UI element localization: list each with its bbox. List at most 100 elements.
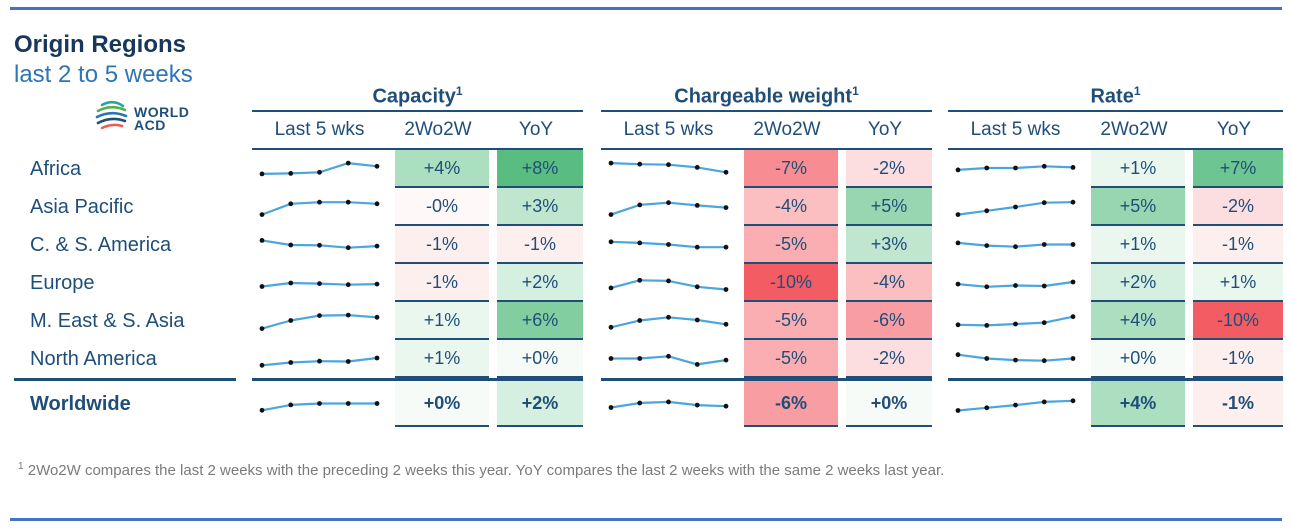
sparkline-rate xyxy=(948,340,1083,378)
value-cell-capacity-yoy: +8% xyxy=(497,150,583,188)
value-cell-rate-yoy: -1% xyxy=(1193,226,1283,264)
value-cell-chargeable-yoy: -4% xyxy=(846,264,932,302)
table-group-title-row: Capacity1 Chargeable weight1 Rate1 xyxy=(14,84,1283,112)
region-label: Asia Pacific xyxy=(30,195,134,218)
separator-segment xyxy=(601,378,932,381)
value-cell-capacity-2wo2w: +0% xyxy=(395,381,489,427)
subheader-col-2wo2w: 2Wo2W xyxy=(753,119,821,140)
sparkline-chargeable xyxy=(601,302,736,340)
worldacd-globe-icon xyxy=(92,98,130,139)
value-cell-chargeable-yoy: -6% xyxy=(846,302,932,340)
sparkline-chargeable xyxy=(601,264,736,302)
table-row-europe: Europe -1% +2% -10% -4% +2% +1% xyxy=(14,264,1283,302)
value-cell-chargeable-2wo2w: -5% xyxy=(744,226,838,264)
subheader-col-2wo2w: 2Wo2W xyxy=(1100,119,1168,140)
group-title-label: Rate1 xyxy=(1090,84,1141,108)
value-cell-rate-2wo2w: +1% xyxy=(1091,150,1185,188)
value-cell-chargeable-2wo2w: -6% xyxy=(744,381,838,427)
value-cell-chargeable-2wo2w: -10% xyxy=(744,264,838,302)
region-label: C. & S. America xyxy=(30,233,172,256)
value-cell-rate-2wo2w: +4% xyxy=(1091,381,1185,427)
value-cell-capacity-2wo2w: +4% xyxy=(395,150,489,188)
sparkline-capacity xyxy=(252,381,387,427)
sparkline-chargeable xyxy=(601,381,736,427)
sparkline-rate xyxy=(948,188,1083,226)
sparkline-rate xyxy=(948,302,1083,340)
top-divider xyxy=(10,7,1282,10)
worldacd-logo-text: WORLD ACD xyxy=(134,103,190,132)
value-cell-capacity-yoy: +2% xyxy=(497,381,583,427)
page-title: Origin Regions xyxy=(14,31,187,58)
subheader-col-last-5-wks: Last 5 wks xyxy=(274,119,365,140)
value-cell-rate-2wo2w: +2% xyxy=(1091,264,1185,302)
value-cell-chargeable-2wo2w: -5% xyxy=(744,340,838,378)
value-cell-rate-2wo2w: +0% xyxy=(1091,340,1185,378)
table-row-c-s-america: C. & S. America -1% -1% -5% +3% +1% -1% xyxy=(14,226,1283,264)
value-cell-rate-yoy: -1% xyxy=(1193,340,1283,378)
value-cell-capacity-yoy: +3% xyxy=(497,188,583,226)
table-row-asia-pacific: Asia Pacific -0% +3% -4% +5% +5% -2% xyxy=(14,188,1283,226)
value-cell-capacity-2wo2w: +1% xyxy=(395,340,489,378)
value-cell-chargeable-2wo2w: -7% xyxy=(744,150,838,188)
value-cell-rate-yoy: -1% xyxy=(1193,381,1283,427)
sparkline-chargeable xyxy=(601,340,736,378)
value-cell-capacity-2wo2w: -1% xyxy=(395,226,489,264)
sparkline-capacity xyxy=(252,302,387,340)
value-cell-rate-2wo2w: +5% xyxy=(1091,188,1185,226)
subheader-col-2wo2w: 2Wo2W xyxy=(404,119,472,140)
footnote-text: 2Wo2W compares the last 2 weeks with the… xyxy=(23,462,945,479)
table-row-north-america: North America +1% +0% -5% -2% +0% -1% xyxy=(14,340,1283,378)
region-label: Africa xyxy=(30,157,82,180)
footnote-sup: 1 xyxy=(18,461,24,472)
value-cell-rate-yoy: -10% xyxy=(1193,302,1283,340)
sparkline-chargeable xyxy=(601,188,736,226)
region-label: Europe xyxy=(30,271,95,294)
region-label: Worldwide xyxy=(30,392,131,415)
worldwide-separator-row xyxy=(14,378,1283,381)
bottom-divider xyxy=(10,518,1282,521)
value-cell-capacity-2wo2w: -1% xyxy=(395,264,489,302)
title-block: Origin Regions last 2 to 5 weeks WORLD A… xyxy=(14,30,246,139)
sparkline-chargeable xyxy=(601,226,736,264)
subheader-group: Last 5 wks 2Wo2W YoY xyxy=(601,112,932,150)
subheader-col-yoy: YoY xyxy=(518,119,554,140)
value-cell-capacity-2wo2w: -0% xyxy=(395,188,489,226)
region-label: North America xyxy=(30,347,157,370)
group-title-rate: Rate1 xyxy=(948,84,1283,112)
group-title-label: Chargeable weight1 xyxy=(674,84,859,108)
value-cell-rate-2wo2w: +4% xyxy=(1091,302,1185,340)
group-title-chargeable-weight: Chargeable weight1 xyxy=(601,84,932,112)
origin-regions-table: Capacity1 Chargeable weight1 Rate1 Last 5 w… xyxy=(14,84,1283,427)
sparkline-rate xyxy=(948,381,1083,427)
subheader-group: Last 5 wks 2Wo2W YoY xyxy=(948,112,1283,150)
value-cell-rate-yoy: -2% xyxy=(1193,188,1283,226)
table-row-worldwide: Worldwide +0% +2% -6% +0% +4% -1% xyxy=(14,381,1283,427)
subheader-col-yoy: YoY xyxy=(1216,119,1252,140)
logo-word: WORLD xyxy=(134,103,190,120)
value-cell-chargeable-2wo2w: -4% xyxy=(744,188,838,226)
value-cell-capacity-2wo2w: +1% xyxy=(395,302,489,340)
subheader-col-last-5-wks: Last 5 wks xyxy=(970,119,1061,140)
table-row-africa: Africa +4% +8% -7% -2% +1% +7% xyxy=(14,150,1283,188)
separator-segment xyxy=(252,378,583,381)
value-cell-rate-yoy: +1% xyxy=(1193,264,1283,302)
page-subtitle: last 2 to 5 weeks xyxy=(14,61,193,88)
value-cell-chargeable-yoy: +5% xyxy=(846,188,932,226)
subheader-col-last-5-wks: Last 5 wks xyxy=(623,119,714,140)
sparkline-rate xyxy=(948,150,1083,188)
sparkline-capacity xyxy=(252,150,387,188)
worldacd-logo: WORLD ACD xyxy=(92,98,246,139)
value-cell-rate-2wo2w: +1% xyxy=(1091,226,1185,264)
value-cell-capacity-yoy: -1% xyxy=(497,226,583,264)
sparkline-capacity xyxy=(252,264,387,302)
sparkline-rate xyxy=(948,264,1083,302)
value-cell-chargeable-yoy: -2% xyxy=(846,340,932,378)
region-label: M. East & S. Asia xyxy=(30,309,185,332)
value-cell-rate-yoy: +7% xyxy=(1193,150,1283,188)
table-subheader-row: Last 5 wks 2Wo2W YoY Last 5 wks 2Wo2W YoY Last… xyxy=(14,112,1283,150)
separator-segment xyxy=(948,378,1283,381)
sparkline-capacity xyxy=(252,188,387,226)
sparkline-rate xyxy=(948,226,1083,264)
value-cell-chargeable-2wo2w: -5% xyxy=(744,302,838,340)
